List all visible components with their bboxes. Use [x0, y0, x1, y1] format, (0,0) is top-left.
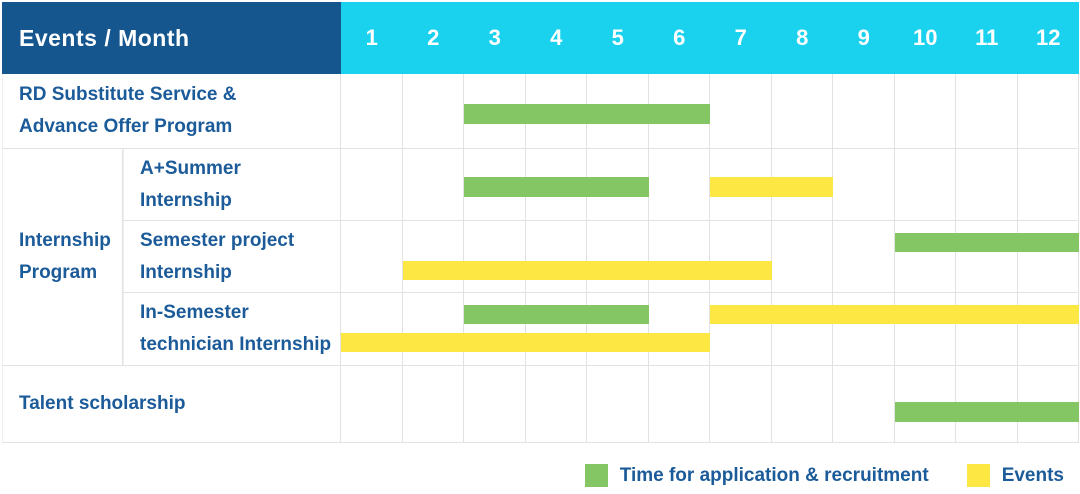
- gantt-bar-event: [341, 333, 710, 352]
- grid-cell: [956, 221, 1018, 293]
- gantt-bar-application: [464, 104, 710, 124]
- grid-cell: [525, 366, 587, 443]
- grid-cell: [464, 366, 526, 443]
- grid-cell: [525, 221, 587, 293]
- row-label-in-semester-technician: In-Semester technician Internship: [123, 293, 341, 366]
- grid-cell: [464, 221, 526, 293]
- chart-row: [341, 293, 1079, 366]
- gantt-bar-application: [894, 233, 1079, 252]
- grid-cell: [833, 366, 895, 443]
- grid-cell: [587, 293, 649, 366]
- gantt-bar-event: [710, 177, 833, 197]
- yellow-swatch-icon: [966, 464, 990, 487]
- grid-cell: [648, 366, 710, 443]
- green-swatch-icon: [584, 464, 608, 487]
- grid-cell: [833, 149, 895, 221]
- row-label-semester-project: Semester project Internship: [123, 221, 341, 293]
- row-label-talent-scholarship: Talent scholarship: [2, 366, 341, 443]
- grid-cell: [833, 74, 895, 149]
- grid-cell: [894, 74, 956, 149]
- month-header-cell: 5: [611, 25, 624, 50]
- legend: Time for application & recruitment Event…: [584, 464, 1064, 487]
- grid-cell: [648, 293, 710, 366]
- grid-cell: [402, 74, 464, 149]
- grid-cell: [894, 293, 956, 366]
- grid-cell: [341, 221, 403, 293]
- legend-label-events: Events: [1001, 464, 1064, 486]
- gantt-bar-application: [464, 177, 649, 197]
- grid-cell: [341, 149, 403, 221]
- grid-cell: [710, 74, 772, 149]
- grid-cell: [1017, 149, 1079, 221]
- header-events-month: Events / Month: [2, 2, 341, 74]
- grid-cell: [341, 366, 403, 443]
- grid-cell: [648, 221, 710, 293]
- grid-cell: [771, 366, 833, 443]
- grid-cell: [956, 293, 1018, 366]
- chart-row: [341, 74, 1079, 149]
- grid-cell: [402, 366, 464, 443]
- grid-cell: [587, 366, 649, 443]
- gantt-bar-event: [710, 305, 1079, 324]
- chart-row: [341, 366, 1079, 443]
- grid-cell: [956, 74, 1018, 149]
- grid-cell: [1017, 293, 1079, 366]
- grid-cell: [710, 366, 772, 443]
- month-header-cell: 7: [734, 25, 747, 50]
- grid-cell: [464, 293, 526, 366]
- grid-cell: [648, 149, 710, 221]
- grid-cell: [525, 293, 587, 366]
- row-label-a-plus-summer: A+Summer Internship: [123, 149, 341, 221]
- grid-cell: [402, 293, 464, 366]
- month-header-cell: 3: [488, 25, 501, 50]
- gantt-bar-event: [402, 261, 772, 280]
- month-header-cell: 10: [913, 25, 938, 50]
- month-header-cell: 1: [365, 25, 378, 50]
- grid-cell: [771, 221, 833, 293]
- legend-item-application: Time for application & recruitment: [584, 464, 929, 487]
- month-header-cell: 8: [796, 25, 809, 50]
- grid-cell: [771, 293, 833, 366]
- group-label-internship-program: Internship Program: [2, 149, 123, 366]
- grid-cell: [833, 221, 895, 293]
- grid-cell: [341, 293, 403, 366]
- grid-cell: [402, 221, 464, 293]
- grid-cell: [341, 74, 403, 149]
- chart-row: [341, 221, 1079, 293]
- grid-cell: [1017, 221, 1079, 293]
- grid-cell: [587, 221, 649, 293]
- grid-cell: [1017, 74, 1079, 149]
- grid-cell: [710, 221, 772, 293]
- grid-cell: [710, 293, 772, 366]
- gantt-bar-application: [464, 305, 649, 324]
- grid-cell: [402, 149, 464, 221]
- grid-cell: [833, 293, 895, 366]
- month-header-cell: 2: [427, 25, 440, 50]
- row-label-rd-substitute: RD Substitute Service & Advance Offer Pr…: [2, 74, 341, 149]
- month-header-cell: 6: [673, 25, 686, 50]
- legend-label-application: Time for application & recruitment: [619, 464, 929, 486]
- gantt-bar-application: [894, 402, 1079, 422]
- month-header-cell: 4: [550, 25, 563, 50]
- legend-item-events: Events: [966, 464, 1064, 487]
- month-header-cell: 12: [1036, 25, 1061, 50]
- grid-cell: [894, 149, 956, 221]
- events-month-table: Events / Month 1 2 3 4 5 6 7 8 9 10 11 12 RD Substi…: [2, 2, 1079, 443]
- month-header-cell: 11: [975, 25, 999, 50]
- grid-cell: [771, 74, 833, 149]
- grid-cell: [956, 149, 1018, 221]
- chart-row: [341, 149, 1079, 221]
- grid-cell: [894, 221, 956, 293]
- month-header-row: 1 2 3 4 5 6 7 8 9 10 11 12: [341, 2, 1079, 74]
- month-header-cell: 9: [857, 25, 870, 50]
